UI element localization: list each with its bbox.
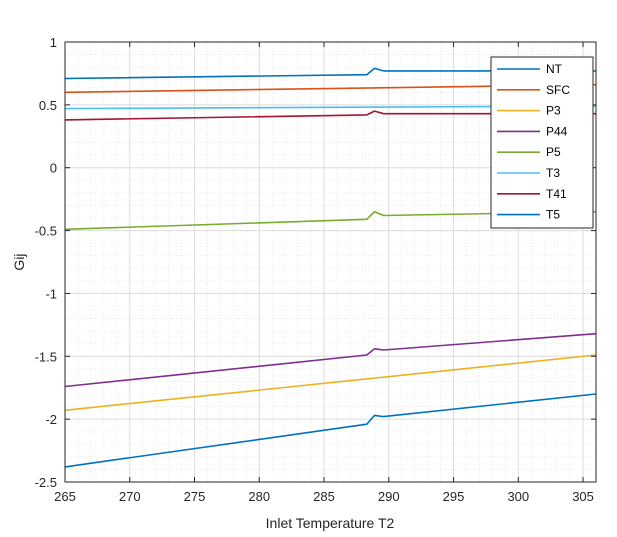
y-axis-label: Gij: [11, 253, 27, 270]
legend-label-p5: P5: [546, 145, 561, 159]
y-tick-label: -0.5: [35, 224, 57, 239]
x-tick-label: 285: [313, 489, 335, 504]
minor-grid: [65, 42, 596, 482]
x-tick-label: 295: [443, 489, 465, 504]
series-line-p5: [64, 210, 597, 231]
x-tick-label: 290: [378, 489, 400, 504]
legend-label-t3: T3: [546, 166, 560, 180]
legend: NT SFC P3 P44 P5 T3 T41 T5: [490, 56, 594, 229]
y-tick-labels: 1 0.5 0 -0.5 -1 -1.5 -2 -2.5: [35, 35, 57, 490]
y-tick-label: -2: [45, 412, 57, 427]
series-line-t5: [64, 393, 597, 468]
series-line-t41: [64, 110, 596, 121]
x-tick-label: 270: [119, 489, 141, 504]
plot-frame: [64, 41, 597, 483]
y-tick-label: 1: [50, 35, 57, 50]
legend-box: [490, 56, 594, 229]
y-tick-label: -1.5: [35, 349, 57, 364]
x-tick-label: 305: [572, 489, 594, 504]
series-line-p3: [64, 354, 597, 412]
legend-label-p44: P44: [546, 124, 568, 138]
series-line-nt: [64, 67, 596, 80]
x-axis-label: Inlet Temperature T2: [266, 515, 395, 531]
legend-label-t5: T5: [546, 208, 560, 222]
x-tick-labels: 265 270 275 280 285 290 295 300 305: [54, 489, 594, 504]
x-tick-label: 280: [248, 489, 270, 504]
x-tick-label: 300: [507, 489, 529, 504]
legend-label-nt: NT: [546, 62, 563, 76]
legend-label-t41: T41: [546, 187, 567, 201]
series-layer: [64, 67, 597, 468]
y-tick-label: -2.5: [35, 475, 57, 490]
y-tick-label: 0: [50, 161, 57, 176]
y-tick-label: 0.5: [39, 98, 57, 113]
x-tick-label: 275: [184, 489, 206, 504]
x-tick-label: 265: [54, 489, 76, 504]
legend-label-p3: P3: [546, 104, 561, 118]
y-tick-label: -1: [45, 286, 57, 301]
legend-label-sfc: SFC: [546, 83, 570, 97]
series-line-p44: [64, 332, 597, 388]
